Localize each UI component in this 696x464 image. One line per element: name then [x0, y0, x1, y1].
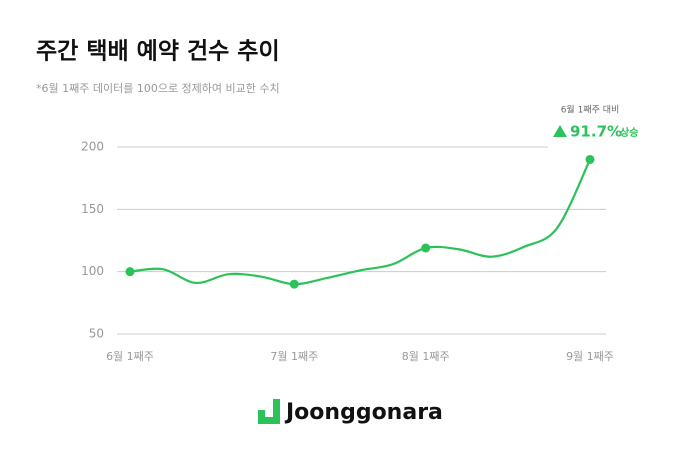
data-line [129, 158, 591, 286]
chart-subtitle: *6월 1째주 데이터를 100으로 정제하여 비교한 수치 [36, 81, 280, 95]
y-tick-label: 150 [81, 202, 104, 216]
x-tick-label: 9월 1째주 [566, 350, 614, 363]
data-point [585, 154, 595, 164]
data-point [289, 279, 299, 289]
data-point [125, 267, 135, 277]
brand-logo: Joonggonara [258, 399, 443, 425]
y-tick-label: 50 [89, 327, 104, 341]
brand-name: Joonggonara [284, 400, 443, 425]
annotation-arrow [553, 125, 567, 137]
annotation-change: 91.7% [570, 123, 622, 141]
y-tick-label: 100 [81, 264, 104, 278]
x-tick-label: 6월 1째주 [106, 350, 154, 363]
x-tick-label: 7월 1째주 [270, 350, 318, 363]
y-tick-label: 200 [81, 140, 104, 154]
annotation-caption: 6월 1째주 대비 [561, 104, 620, 116]
x-tick-label: 8월 1째주 [402, 350, 450, 363]
data-point [421, 243, 431, 253]
annotation-direction: 상승 [620, 126, 638, 139]
chart-title: 주간 택배 예약 건수 추이 [36, 39, 280, 65]
logo-icon [258, 399, 280, 424]
